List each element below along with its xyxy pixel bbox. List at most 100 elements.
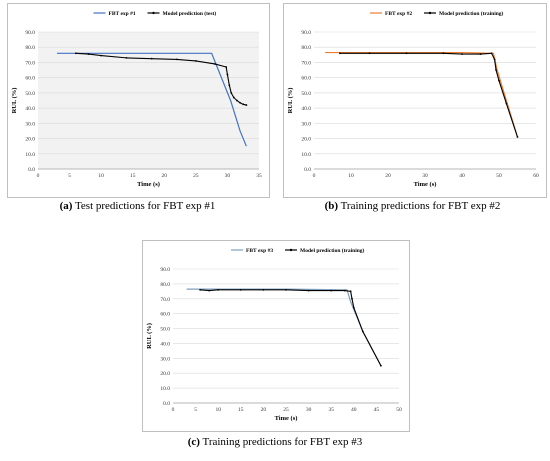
chart2-x-tick-label: 45 xyxy=(374,407,380,413)
chart0-series-1-point xyxy=(125,56,128,59)
chart2-y-tick-label: 60.0 xyxy=(160,312,170,318)
chart1-y-tick-label: 60.0 xyxy=(301,76,311,82)
chart1-series-1-point xyxy=(493,58,496,61)
chart0-x-tick-label: 25 xyxy=(193,173,199,179)
chart2-x-tick-label: 50 xyxy=(396,407,402,413)
chart-a-frame: 0.0 10.0 20.0 30.0 40.0 50.0 60.0 70.0 80.0 90.0 0… xyxy=(7,3,270,198)
chart1-legend-label-1: Model prediction (training) xyxy=(439,10,504,17)
chart2-y-tick-label: 10.0 xyxy=(160,386,170,392)
chart2-series-1-point xyxy=(361,330,364,333)
chart-b: 0.0 10.0 20.0 30.0 40.0 50.0 60.0 70.0 80.0 90.0 0… xyxy=(287,10,539,188)
caption-c: (c) Training predictions for FBT exp #3 xyxy=(130,436,420,448)
chart0-series-1-point xyxy=(225,66,228,68)
chart1-y-axis-title: RUL (%) xyxy=(287,88,294,114)
chart1-y-tick-label: 0.0 xyxy=(304,167,311,173)
chart1-legend-label-0: FBT exp #2 xyxy=(385,11,412,17)
chart2-x-tick-label: 20 xyxy=(261,407,267,413)
chart1-series-1-point xyxy=(339,52,341,55)
chart0-y-tick-label: 10.0 xyxy=(25,152,35,158)
chart1-legend-marker-1 xyxy=(428,11,432,15)
caption-b-text: Training predictions for FBT exp #2 xyxy=(340,200,501,212)
caption-a-text: Test predictions for FBT exp #1 xyxy=(74,200,216,212)
caption-b-tag: (b) xyxy=(324,200,339,212)
chart2-series-1-point xyxy=(352,306,355,309)
chart2-series-1-point xyxy=(330,289,333,292)
chart0-series-1-point xyxy=(150,57,153,60)
chart2-y-tick-label: 30.0 xyxy=(160,356,170,362)
chart2-series-1-point xyxy=(262,288,265,291)
chart0-x-tick-label: 5 xyxy=(68,173,71,179)
chart1-y-tick-label: 20.0 xyxy=(301,137,311,143)
chart0-y-tick-label: 70.0 xyxy=(25,60,35,66)
chart0-series-1-point xyxy=(242,103,245,106)
chart0-series-1-point xyxy=(213,63,216,65)
chart0-series-1-point xyxy=(226,73,229,76)
chart1-x-tick-label: 0 xyxy=(313,173,316,179)
chart0-legend-marker-1 xyxy=(152,11,155,15)
chart2-series-1-point xyxy=(199,288,202,291)
chart0-series-1-point xyxy=(100,54,103,57)
chart2-legend-label-1: Model prediction (training) xyxy=(300,247,365,254)
chart0-series-1-point xyxy=(87,53,90,55)
chart2-y-tick-label: 50.0 xyxy=(160,327,170,333)
chart0-legend-label-0: FBT exp #1 xyxy=(109,11,136,17)
chart2-x-tick-label: 10 xyxy=(215,407,221,413)
chart0-x-tick-label: 15 xyxy=(130,173,136,179)
chart0-x-tick-label: 10 xyxy=(98,173,104,179)
chart-c: 0.0 10.0 20.0 30.0 40.0 50.0 60.0 70.0 80.0 90.0 0… xyxy=(146,247,402,422)
panel-c: 0.0 10.0 20.0 30.0 40.0 50.0 60.0 70.0 80.0 90.0 0… xyxy=(130,237,420,461)
chart2-x-tick-label: 15 xyxy=(238,407,244,413)
chart2-series-1-point xyxy=(208,289,211,292)
chart2-plot-area xyxy=(173,269,399,403)
chart0-x-tick-label: 30 xyxy=(225,173,231,179)
chart2-series-1-point xyxy=(351,297,353,300)
panel-a: 0.0 10.0 20.0 30.0 40.0 50.0 60.0 70.0 80.0 90.0 0… xyxy=(0,0,275,222)
chart2-y-tick-label: 40.0 xyxy=(160,341,170,347)
chart1-y-tick-label: 40.0 xyxy=(301,106,311,112)
chart1-y-tick-label: 30.0 xyxy=(301,121,311,127)
chart2-y-tick-label: 70.0 xyxy=(160,297,170,303)
chart1-x-axis-title: Time (s) xyxy=(414,181,437,188)
chart2-legend-label-0: FBT exp #3 xyxy=(246,248,273,254)
chart1-series-1-point xyxy=(405,52,408,55)
chart0-y-tick-label: 40.0 xyxy=(25,106,35,112)
chart1-series-1-line xyxy=(339,52,519,138)
chart0-x-tick-label: 35 xyxy=(256,173,262,179)
chart2-x-axis-title: Time (s) xyxy=(275,415,298,422)
chart0-y-tick-label: 0.0 xyxy=(28,167,35,173)
chart1-series-1-point xyxy=(495,69,497,71)
chart2-x-tick-label: 0 xyxy=(172,407,175,413)
chart2-x-tick-label: 40 xyxy=(351,407,357,413)
chart0-series-1-point xyxy=(74,52,77,55)
chart0-plot-area xyxy=(38,32,259,169)
chart1-series-1-point xyxy=(516,136,519,138)
chart0-y-tick-label: 60.0 xyxy=(25,76,35,82)
caption-c-tag: (c) xyxy=(187,436,200,448)
chart1-series-1-point xyxy=(368,52,371,55)
chart0-series-1-point xyxy=(236,99,238,102)
chart1-x-tick-label: 40 xyxy=(459,173,465,179)
chart1-y-tick-label: 90.0 xyxy=(301,30,311,36)
chart2-series-1-point xyxy=(349,290,352,293)
chart2-series-1-line xyxy=(200,289,382,367)
chart2-y-tick-label: 80.0 xyxy=(160,282,170,288)
chart2-y-axis-title: RUL (%) xyxy=(146,323,153,349)
caption-a-tag: (a) xyxy=(59,200,73,212)
chart2-y-tick-label: 20.0 xyxy=(160,371,170,377)
chart2-x-tick-label: 5 xyxy=(194,407,197,413)
caption-b: (b) Training predictions for FBT exp #2 xyxy=(275,200,550,212)
chart2-y-tick-label: 0.0 xyxy=(163,401,170,407)
chart0-series-1-point xyxy=(228,84,231,87)
chart1-series-1-point xyxy=(479,53,482,55)
chart2-x-tick-label: 30 xyxy=(306,407,312,413)
chart1-series-1-point xyxy=(505,102,508,105)
chart0-series-0-line xyxy=(56,52,247,147)
chart1-x-tick-label: 10 xyxy=(348,173,354,179)
chart0-legend-label-1: Model prediction (test) xyxy=(163,10,217,17)
chart0-y-tick-label: 50.0 xyxy=(25,91,35,97)
chart2-x-tick-label: 25 xyxy=(283,407,289,413)
chart0-y-tick-label: 30.0 xyxy=(25,121,35,127)
chart1-series-1-point xyxy=(490,52,493,55)
chart1-series-0-line xyxy=(325,51,519,138)
chart0-series-1-point xyxy=(239,101,241,104)
